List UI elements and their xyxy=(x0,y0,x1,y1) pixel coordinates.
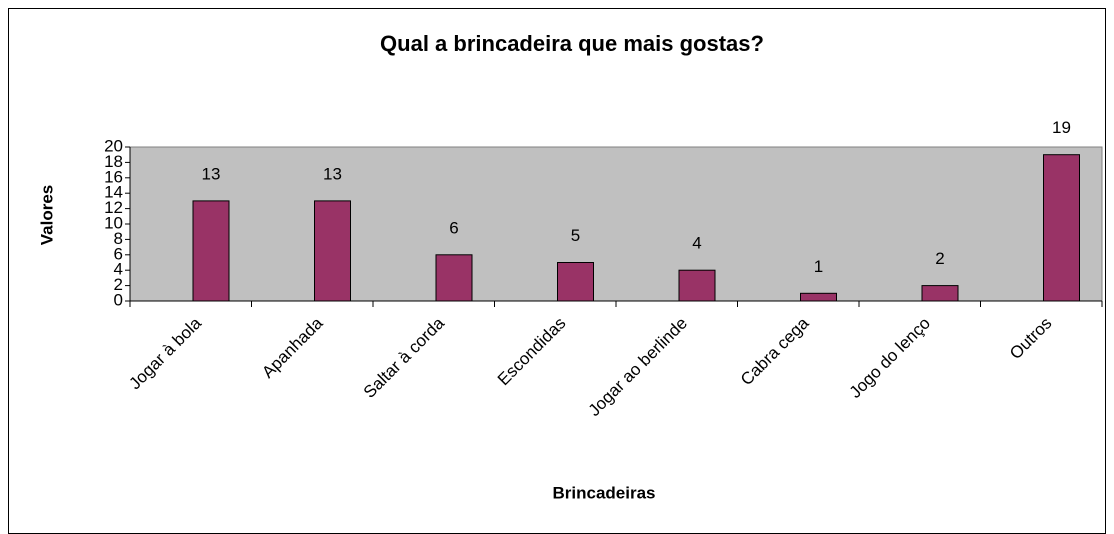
chart-title: Qual a brincadeira que mais gostas? xyxy=(380,31,764,56)
y-tick-label: 14 xyxy=(104,183,123,202)
y-tick-label: 6 xyxy=(114,244,123,263)
y-tick-label: 20 xyxy=(104,136,123,155)
bar xyxy=(192,200,230,302)
bar xyxy=(921,285,959,302)
x-axis-label: Brincadeiras xyxy=(553,483,656,502)
value-label: 19 xyxy=(1052,118,1071,137)
bar xyxy=(557,262,594,302)
bar xyxy=(314,200,351,302)
y-tick-label: 2 xyxy=(114,275,123,294)
y-tick-label: 10 xyxy=(104,213,123,232)
value-label: 6 xyxy=(449,218,458,237)
value-label: 13 xyxy=(323,164,342,183)
bar xyxy=(1043,154,1080,302)
value-label: 1 xyxy=(814,257,823,276)
value-label: 13 xyxy=(202,164,221,183)
bar xyxy=(800,292,837,302)
y-tick-label: 4 xyxy=(114,260,123,279)
bar xyxy=(678,269,716,302)
y-tick-label: 16 xyxy=(104,167,123,186)
value-label: 2 xyxy=(935,249,944,268)
y-tick-label: 18 xyxy=(104,152,123,171)
bar xyxy=(435,254,473,302)
value-label: 4 xyxy=(692,234,701,253)
value-label: 5 xyxy=(571,226,580,245)
y-tick-label: 8 xyxy=(114,229,123,248)
y-tick-label: 0 xyxy=(114,290,123,309)
y-axis-label: Valores xyxy=(37,185,56,246)
plot-area xyxy=(129,146,1103,302)
y-tick-label: 12 xyxy=(104,198,123,217)
